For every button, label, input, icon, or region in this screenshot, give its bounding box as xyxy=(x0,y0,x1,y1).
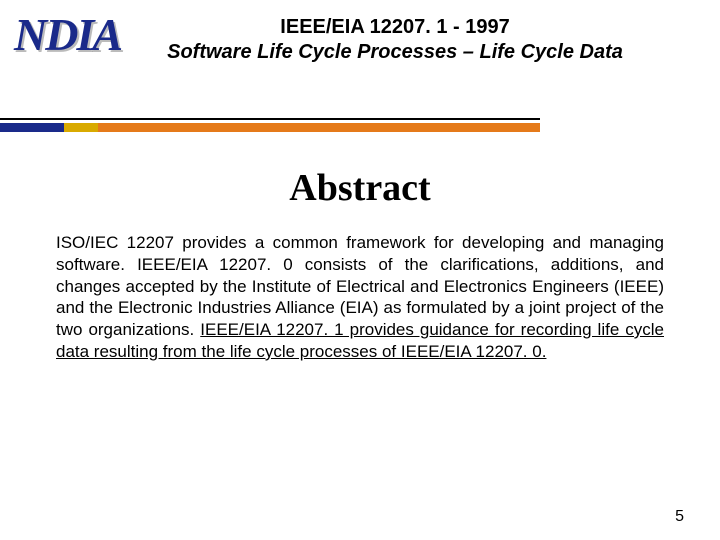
divider xyxy=(0,118,540,132)
divider-color-bar xyxy=(0,123,540,132)
divider-segment-orange xyxy=(98,123,540,132)
ndia-logo: NDIA xyxy=(14,8,121,61)
title-line-2: Software Life Cycle Processes – Life Cyc… xyxy=(110,41,680,64)
page-number: 5 xyxy=(675,508,684,526)
abstract-heading: Abstract xyxy=(0,166,720,210)
divider-thin-line xyxy=(0,118,540,120)
slide-header: IEEE/EIA 12207. 1 - 1997 Software Life C… xyxy=(110,16,680,64)
abstract-body: ISO/IEC 12207 provides a common framewor… xyxy=(56,232,664,363)
title-line-1: IEEE/EIA 12207. 1 - 1997 xyxy=(110,16,680,39)
divider-segment-yellow xyxy=(64,123,98,132)
divider-segment-navy xyxy=(0,123,64,132)
